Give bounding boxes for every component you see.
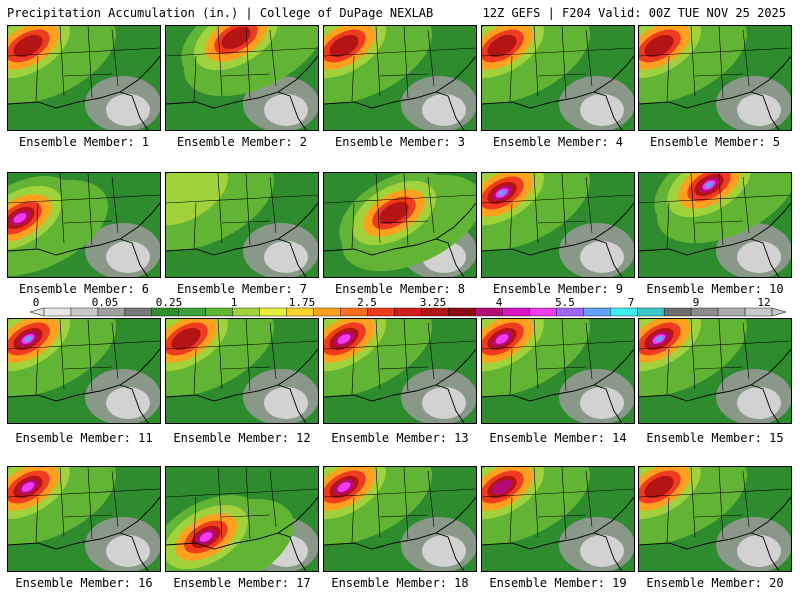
scale-tick-label: 5.5 bbox=[555, 297, 575, 309]
scale-swatch bbox=[475, 307, 503, 317]
scale-swatch bbox=[636, 307, 665, 317]
ensemble-member-label: Ensemble Member: 2 bbox=[176, 135, 308, 149]
ensemble-member-map bbox=[638, 172, 792, 278]
ensemble-member-label: Ensemble Member: 5 bbox=[649, 135, 781, 149]
ensemble-member-label: Ensemble Member: 3 bbox=[334, 135, 466, 149]
color-scale-bar: 0 0.05 0.25 1 1.75 2.5 3.25 4 5.5 7 9 12 bbox=[30, 297, 787, 317]
ensemble-member-label: Ensemble Member: 4 bbox=[492, 135, 624, 149]
ensemble-member-label: Ensemble Member: 12 bbox=[173, 431, 311, 445]
scale-swatch bbox=[178, 307, 206, 317]
map-title: Precipitation Accumulation (in.) | Colle… bbox=[7, 6, 434, 20]
ensemble-member-label: Ensemble Member: 15 bbox=[646, 431, 784, 445]
scale-swatch bbox=[151, 307, 180, 317]
ensemble-member-map bbox=[323, 318, 477, 424]
scale-swatch bbox=[717, 307, 746, 317]
scale-swatch bbox=[421, 307, 449, 317]
ensemble-member-map bbox=[481, 318, 635, 424]
ensemble-member-label: Ensemble Member: 16 bbox=[15, 576, 153, 590]
scale-swatch bbox=[313, 307, 341, 317]
ensemble-member-map bbox=[638, 25, 792, 131]
ensemble-member-map bbox=[323, 172, 477, 278]
scale-swatch bbox=[744, 307, 773, 317]
scale-swatch bbox=[583, 307, 611, 317]
scale-tick-label: 7 bbox=[628, 297, 635, 309]
scale-tick-label: 2.5 bbox=[357, 297, 377, 309]
scale-tick-label: 4 bbox=[496, 297, 503, 309]
scale-swatch bbox=[205, 307, 233, 317]
ensemble-member-label: Ensemble Member: 9 bbox=[492, 282, 624, 296]
scale-swatch bbox=[690, 307, 719, 317]
scale-swatch bbox=[502, 307, 530, 317]
scale-swatch bbox=[340, 307, 368, 317]
ensemble-member-label: Ensemble Member: 6 bbox=[18, 282, 150, 296]
ensemble-member-label: Ensemble Member: 14 bbox=[489, 431, 627, 445]
scale-swatch bbox=[663, 307, 692, 317]
ensemble-member-map bbox=[323, 466, 477, 572]
scale-swatch bbox=[232, 307, 260, 317]
ensemble-member-label: Ensemble Member: 1 bbox=[18, 135, 150, 149]
scale-swatch bbox=[286, 307, 314, 317]
scale-tick-label: 0 bbox=[33, 297, 40, 309]
scale-tick-label: 0.25 bbox=[156, 297, 183, 309]
ensemble-member-map bbox=[165, 172, 319, 278]
ensemble-member-label: Ensemble Member: 18 bbox=[331, 576, 469, 590]
ensemble-member-label: Ensemble Member: 8 bbox=[334, 282, 466, 296]
model-valid-time: 12Z GEFS | F204 Valid: 00Z TUE NOV 25 20… bbox=[482, 6, 786, 20]
ensemble-member-map bbox=[481, 466, 635, 572]
scale-tick-label: 1 bbox=[231, 297, 238, 309]
ensemble-member-map bbox=[165, 466, 319, 572]
ensemble-member-map bbox=[638, 466, 792, 572]
scale-tick-label: 9 bbox=[693, 297, 700, 309]
scale-swatch bbox=[610, 307, 638, 317]
ensemble-member-label: Ensemble Member: 19 bbox=[489, 576, 627, 590]
ensemble-member-label: Ensemble Member: 11 bbox=[15, 431, 153, 445]
ensemble-member-map bbox=[165, 318, 319, 424]
scale-swatch bbox=[70, 307, 99, 317]
ensemble-member-map bbox=[7, 466, 161, 572]
ensemble-member-map bbox=[165, 25, 319, 131]
scale-left-arrow bbox=[30, 307, 45, 317]
scale-tick-label: 3.25 bbox=[420, 297, 447, 309]
scale-tick-label: 1.75 bbox=[289, 297, 316, 309]
ensemble-member-map bbox=[638, 318, 792, 424]
scale-swatch bbox=[556, 307, 584, 317]
scale-tick-label: 0.05 bbox=[92, 297, 119, 309]
ensemble-member-label: Ensemble Member: 17 bbox=[173, 576, 311, 590]
ensemble-member-map bbox=[481, 172, 635, 278]
ensemble-member-label: Ensemble Member: 10 bbox=[646, 282, 784, 296]
scale-swatch bbox=[259, 307, 287, 317]
ensemble-member-map bbox=[323, 25, 477, 131]
ensemble-member-map bbox=[7, 318, 161, 424]
ensemble-member-map bbox=[481, 25, 635, 131]
scale-swatch bbox=[43, 307, 72, 317]
scale-swatch bbox=[529, 307, 557, 317]
scale-swatch bbox=[448, 307, 476, 317]
ensemble-member-map bbox=[7, 172, 161, 278]
scale-right-arrow bbox=[771, 307, 787, 317]
scale-swatch bbox=[394, 307, 422, 317]
ensemble-member-label: Ensemble Member: 20 bbox=[646, 576, 784, 590]
scale-swatch bbox=[97, 307, 126, 317]
ensemble-member-label: Ensemble Member: 13 bbox=[331, 431, 469, 445]
ensemble-member-map bbox=[7, 25, 161, 131]
scale-swatch bbox=[124, 307, 153, 317]
ensemble-member-label: Ensemble Member: 7 bbox=[176, 282, 308, 296]
scale-swatch bbox=[367, 307, 395, 317]
scale-tick-label: 12 bbox=[757, 297, 770, 309]
